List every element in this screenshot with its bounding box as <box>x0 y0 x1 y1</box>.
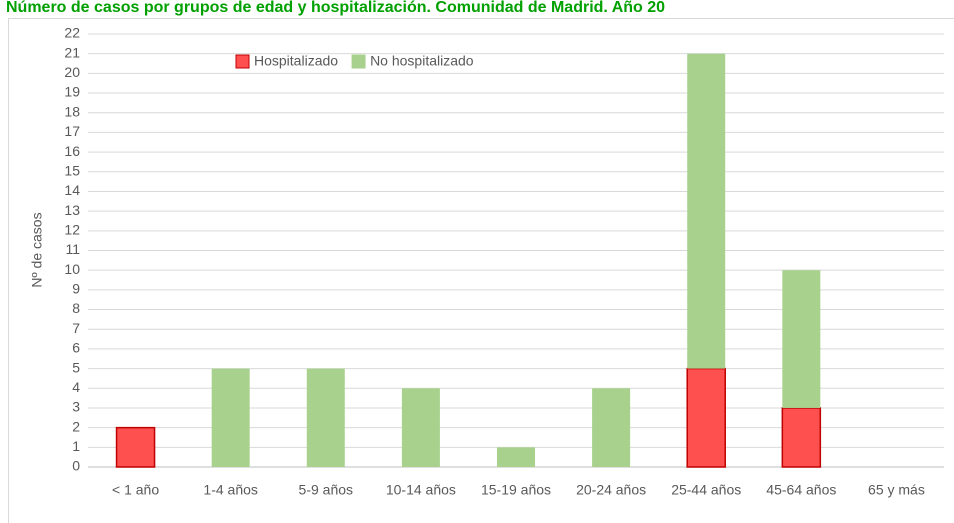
bar-segment <box>497 447 535 467</box>
y-tick-label: 10 <box>64 261 80 277</box>
x-tick-label: 45-64 años <box>766 482 836 498</box>
y-tick-label: 5 <box>72 359 80 375</box>
x-tick-label: 10-14 años <box>386 482 456 498</box>
bar-segment <box>306 368 345 467</box>
bar-segment <box>115 426 156 468</box>
y-tick-label: 17 <box>64 123 80 139</box>
y-tick-label: 14 <box>64 182 80 198</box>
bar-segment <box>782 270 821 408</box>
y-tick-label: 13 <box>64 202 80 218</box>
y-tick-label: 3 <box>72 399 80 415</box>
x-tick-label: 1-4 años <box>203 482 257 498</box>
bar-segment <box>211 368 250 467</box>
y-tick-label: 15 <box>64 162 80 178</box>
y-tick-label: 9 <box>72 281 80 297</box>
y-tick-label: 21 <box>64 44 80 60</box>
legend-swatch <box>351 54 366 69</box>
x-tick-label: 65 y más <box>868 482 925 498</box>
legend-label: Hospitalizado <box>254 53 338 69</box>
y-tick-label: 20 <box>64 64 80 80</box>
legend-swatch <box>235 54 250 69</box>
legend-label: No hospitalizado <box>370 53 474 69</box>
bar-segment <box>592 388 631 467</box>
bar-segment <box>781 407 822 468</box>
y-tick-label: 22 <box>64 25 80 41</box>
y-tick-label: 19 <box>64 84 80 100</box>
y-tick-label: 0 <box>72 458 80 474</box>
x-tick-label: 25-44 años <box>671 482 741 498</box>
x-tick-label: 15-19 años <box>481 482 551 498</box>
bar-segment <box>401 388 440 467</box>
x-tick-label: 20-24 años <box>576 482 646 498</box>
y-tick-label: 7 <box>72 320 80 336</box>
y-tick-label: 8 <box>72 300 80 316</box>
y-tick-label: 4 <box>72 379 80 395</box>
chart-title: Número de casos por grupos de edad y hos… <box>6 0 665 16</box>
bar-segment <box>686 367 726 468</box>
bar-segment <box>687 53 726 369</box>
y-tick-label: 18 <box>64 103 80 119</box>
y-tick-label: 11 <box>65 241 80 257</box>
x-tick-label: < 1 año <box>112 482 159 498</box>
y-tick-label: 12 <box>64 222 80 238</box>
y-tick-label: 1 <box>72 438 80 454</box>
y-tick-label: 2 <box>72 418 80 434</box>
y-tick-label: 16 <box>64 143 80 159</box>
x-tick-label: 5-9 años <box>299 482 353 498</box>
y-tick-label: 6 <box>72 340 80 356</box>
y-axis-label: Nº de casos <box>29 212 45 287</box>
